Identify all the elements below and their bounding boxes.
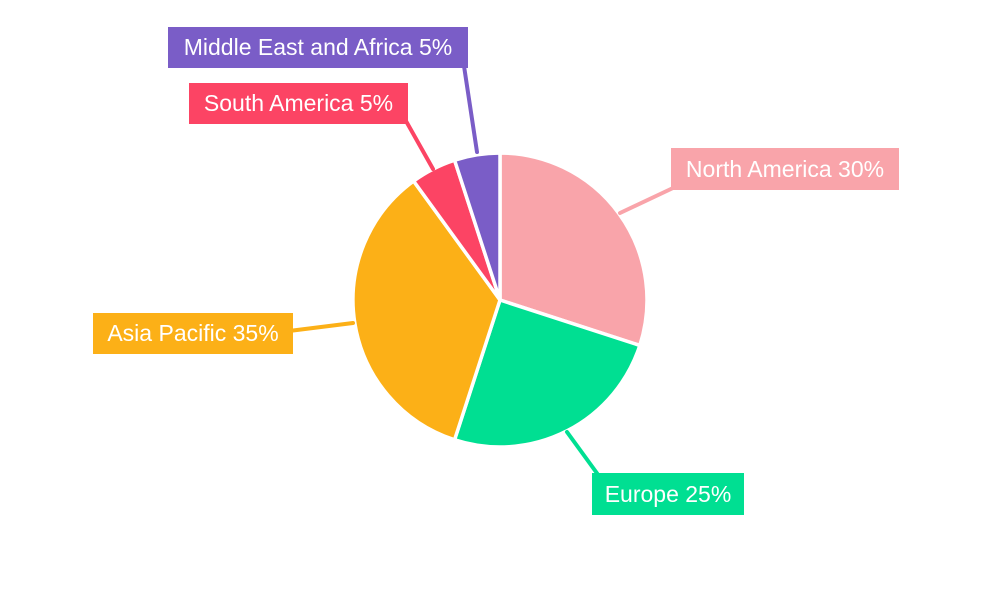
leader-line-asia-pacific <box>287 321 355 333</box>
label-europe: Europe 25% <box>592 473 744 515</box>
leader-line-south-america <box>404 119 435 171</box>
label-south-america: South America 5% <box>189 83 408 124</box>
label-middle-east-and-africa: Middle East and Africa 5% <box>168 27 468 68</box>
leader-line-europe <box>565 430 601 478</box>
leader-line-north-america <box>618 186 675 215</box>
label-asia-pacific: Asia Pacific 35% <box>93 313 293 354</box>
pie-slice-middle-east-and-africa <box>452 151 502 302</box>
label-north-america: North America 30% <box>671 148 899 190</box>
leader-line-middle-east-and-africa <box>462 64 479 154</box>
